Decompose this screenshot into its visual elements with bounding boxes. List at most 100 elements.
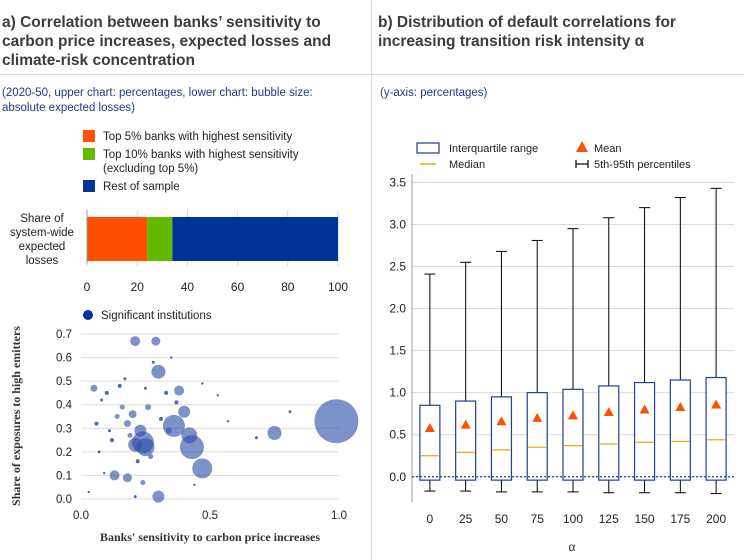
box-group [419, 273, 441, 492]
box-group [598, 217, 620, 494]
scatter-bubble [181, 427, 198, 444]
bar-segments [87, 217, 338, 261]
scatter-x-axis-title: Banks' sensitivity to carbon price incre… [100, 530, 320, 544]
scatter-x-tick-label: 0.0 [73, 510, 89, 522]
scatter-bubble [314, 399, 359, 444]
scatter-bubble [103, 471, 106, 475]
scatter-bubble [123, 420, 131, 428]
bar-category-label: Share of system-wide expected losses [10, 213, 74, 267]
scatter-bubble [109, 438, 114, 443]
legend-label-median: Median [449, 159, 485, 171]
scatter-bubble [192, 458, 213, 479]
iqr-box [526, 392, 548, 481]
legend-percentile-swatch [575, 160, 589, 168]
scatter-bubble [178, 405, 191, 418]
mean-marker [711, 399, 722, 409]
scatter-y-tick-label: 0.1 [56, 470, 72, 482]
panel-a-title-line1: a) Correlation between banks’ sensitivit… [2, 14, 321, 31]
scatter-x-tick-label: 0.5 [202, 510, 218, 522]
scatter-bubble [151, 336, 161, 346]
box-marks [419, 187, 727, 495]
iqr-box [562, 388, 584, 481]
legend-label-percentiles: 5th-95th percentiles [594, 159, 691, 171]
scatter-bubble [123, 377, 127, 381]
mean-marker [424, 422, 435, 432]
scatter-bubble [226, 420, 230, 423]
mean-marker [460, 419, 471, 429]
scatter-bubble [151, 360, 155, 364]
scatter-bubble [114, 414, 120, 419]
scatter-bubble [288, 410, 292, 414]
iqr-box [419, 404, 441, 481]
box-group [490, 250, 513, 493]
scatter-bubble [144, 386, 147, 390]
legend-iqr-swatch [416, 142, 440, 154]
mean-marker [496, 416, 507, 426]
scatter-bubble [174, 385, 185, 396]
scatter-y-tick-labels: 0.0 0.1 0.2 0.3 0.4 0.5 0.6 0.7 [56, 329, 73, 506]
panel-a-title-line3: climate-risk concentration [2, 52, 195, 69]
legend-label-mean: Mean [594, 143, 622, 155]
legend-swatch-top5 [83, 130, 95, 142]
box-x-tick-label: 25 [459, 512, 473, 526]
panel-b-title-line1: b) Distribution of default correlations … [378, 14, 676, 31]
mean-marker [603, 407, 614, 417]
legend-label-top5: Top 5% banks with highest sensitivity [103, 131, 292, 143]
box-y-tick-label: 2.5 [389, 260, 406, 274]
scatter-bubble [133, 495, 137, 499]
scatter-x-tick-label: 1.0 [331, 510, 347, 522]
panel-a-note-line1: (2020-50, upper chart: percentages, lowe… [2, 87, 313, 99]
box-x-tick-label: 75 [531, 512, 545, 526]
box-y-tick-labels: 0.0 0.5 1.0 1.5 2.0 2.5 3.0 3.5 [389, 175, 406, 483]
bar-segment-1 [147, 217, 173, 261]
stacked-bar-chart: Top 5% banks with highest sensitivity To… [10, 130, 348, 294]
scatter-bubble [193, 483, 196, 487]
bar-x-tick-label: 0 [84, 280, 91, 294]
bar-x-tick-label: 40 [181, 280, 195, 294]
scatter-bubble [87, 490, 90, 494]
box-group [633, 207, 656, 494]
bar-label-line3: expected [19, 241, 66, 253]
scatter-bubble [165, 427, 172, 434]
box-x-tick-label: 0 [427, 512, 434, 526]
bar-label-line2: system-wide [10, 227, 74, 239]
scatter-bubble [140, 480, 146, 485]
scatter-bubble [117, 383, 122, 388]
iqr-box [455, 400, 477, 481]
mean-marker [568, 410, 578, 420]
scatter-y-tick-label: 0.7 [56, 329, 72, 341]
box-y-tick-label: 1.0 [389, 386, 406, 400]
bar-segment-0 [87, 217, 148, 261]
iqr-box [633, 381, 656, 481]
scatter-y-tick-label: 0.5 [56, 376, 72, 388]
mean-marker [532, 412, 543, 422]
scatter-y-tick-label: 0.4 [56, 400, 73, 412]
scatter-y-axis-title: Share of exposures to high emitters [9, 326, 23, 506]
box-y-tick-label: 2.0 [389, 302, 406, 316]
scatter-bubble [107, 429, 111, 433]
box-x-tick-label: 175 [670, 512, 690, 526]
legend-mean-swatch [576, 141, 588, 152]
iqr-box [490, 396, 513, 481]
scatter-bubble [97, 450, 101, 454]
mean-marker [675, 401, 686, 411]
scatter-bubble [152, 490, 165, 503]
scatter-bubble [145, 404, 152, 411]
box-group [455, 261, 477, 492]
panel-b-title-line2: increasing transition risk intensity α [378, 33, 645, 50]
scatter-bubble [170, 356, 173, 359]
box-legend: Interquartile range Median Mean 5th-95th… [416, 141, 691, 171]
scatter-bubble [127, 432, 133, 438]
box-group [669, 197, 691, 494]
panel-divider-vertical [371, 0, 372, 560]
scatter-bubble [201, 382, 204, 385]
iqr-box [598, 385, 620, 481]
scatter-bubble [267, 426, 282, 440]
legend-label-top10-line2: (excluding top 5%) [103, 163, 198, 175]
panel-b-title: b) Distribution of default correlations … [378, 13, 742, 51]
scatter-bubble [174, 400, 179, 405]
box-y-tick-label: 0.0 [389, 470, 406, 484]
scatter-x-tick-labels: 0.0 0.5 1.0 [73, 510, 347, 522]
scatter-bubble [128, 437, 143, 452]
scatter-y-tick-label: 0.2 [56, 447, 72, 459]
